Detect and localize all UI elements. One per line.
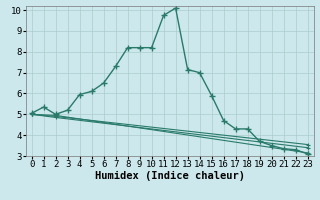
- X-axis label: Humidex (Indice chaleur): Humidex (Indice chaleur): [95, 171, 244, 181]
